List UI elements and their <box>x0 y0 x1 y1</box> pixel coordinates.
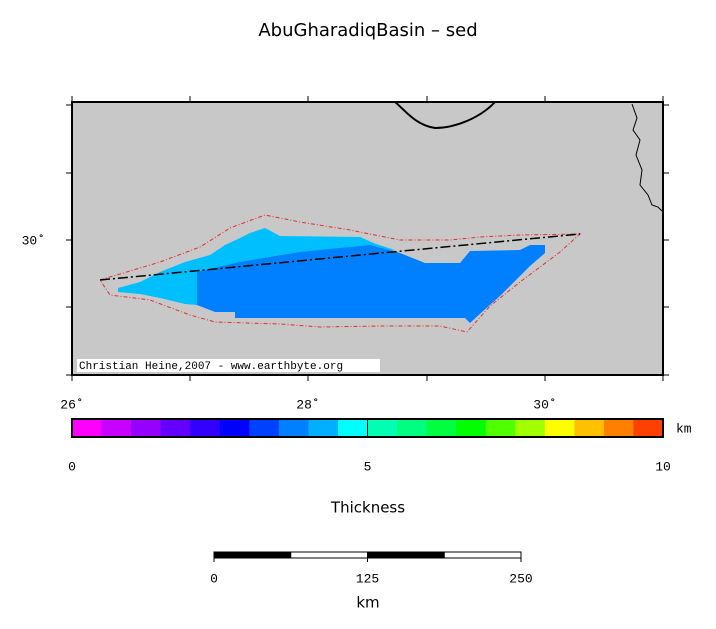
colorbar-swatch <box>633 419 664 437</box>
colorbar-swatch <box>278 419 309 437</box>
colorbar-swatch <box>426 419 457 437</box>
lon-label: 26˚ <box>60 397 83 412</box>
colorbar-swatch <box>160 419 191 437</box>
scalebar: 0 125 250 <box>210 551 533 586</box>
colorbar-swatch <box>574 419 605 437</box>
scalebar-segment <box>290 551 368 559</box>
colorbar-swatch <box>603 419 634 437</box>
colorbar-label: Thickness <box>330 499 405 517</box>
colorbar-swatch <box>367 419 398 437</box>
colorbar-swatch <box>456 419 487 437</box>
scalebar-tick-label: 0 <box>210 571 218 586</box>
credit: Christian Heine,2007 - www.earthbyte.org <box>79 361 343 373</box>
basin-deep <box>197 245 545 323</box>
colorbar: 0 5 10 <box>68 419 671 474</box>
colorbar-swatch <box>397 419 428 437</box>
colorbar-swatch <box>337 419 368 437</box>
map-background <box>72 102 663 375</box>
scalebar-unit: km <box>356 594 379 612</box>
profile-line <box>99 233 581 281</box>
coastline <box>394 101 496 130</box>
colorbar-swatch <box>485 419 516 437</box>
map-frame <box>71 101 664 376</box>
colorbar-swatch <box>515 419 546 437</box>
colorbar-swatch <box>101 419 132 437</box>
scalebar-tick-label: 250 <box>509 571 532 586</box>
river <box>631 103 664 213</box>
colorbar-swatch <box>308 419 339 437</box>
lon-label: 28˚ <box>296 397 319 412</box>
colorbar-frame <box>71 418 664 438</box>
colorbar-swatch <box>190 419 221 437</box>
frame-ticks <box>66 96 669 381</box>
basin-outline <box>99 214 582 333</box>
colorbar-swatch <box>544 419 575 437</box>
scalebar-segment <box>443 551 522 559</box>
colorbar-tick-label: 5 <box>364 459 372 474</box>
colorbar-tick-label: 0 <box>68 459 76 474</box>
lat-label: 30˚ <box>22 233 45 248</box>
map: Christian Heine,2007 - www.earthbyte.org… <box>22 96 669 412</box>
scalebar-segment <box>213 551 292 559</box>
colorbar-swatch <box>219 419 250 437</box>
colorbar-tick-label: 10 <box>655 459 671 474</box>
scalebar-segment <box>367 551 445 559</box>
title: AbuGharadiqBasin – sed <box>258 20 477 41</box>
colorbar-unit: km <box>676 421 692 436</box>
colorbar-swatch <box>72 419 103 437</box>
credit-box <box>77 359 380 372</box>
colorbar-swatch <box>249 419 280 437</box>
colorbar-swatch <box>131 419 162 437</box>
lon-label: 30˚ <box>533 397 556 412</box>
scalebar-tick-label: 125 <box>356 571 379 586</box>
